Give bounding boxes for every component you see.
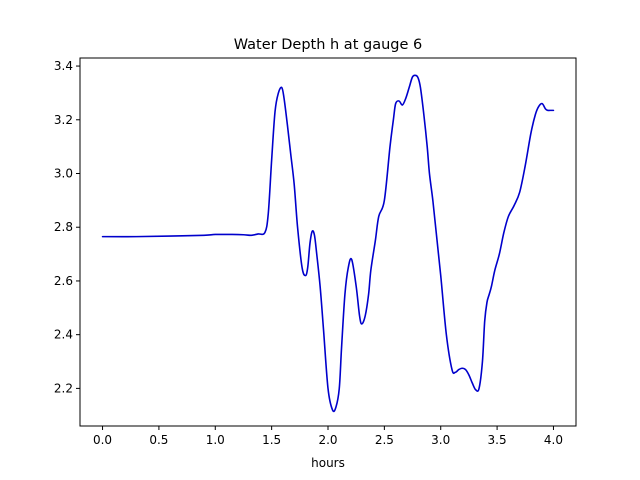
x-tick-label: 2.0 [318, 433, 337, 447]
x-tick-label: 3.0 [431, 433, 450, 447]
y-tick-label: 2.4 [54, 328, 73, 342]
x-axis: 0.0 0.5 1.0 1.5 2.0 2.5 3.0 3.5 4.0 [93, 426, 563, 447]
y-tick-label: 3.2 [54, 113, 73, 127]
chart-title: Water Depth h at gauge 6 [234, 37, 422, 53]
y-tick-label: 2.8 [54, 220, 73, 234]
series-layer [101, 74, 555, 413]
x-tick-label: 3.5 [488, 433, 507, 447]
y-tick-label: 2.2 [54, 381, 73, 395]
y-tick-label: 3.0 [54, 167, 73, 181]
x-tick-label: 0.0 [93, 433, 112, 447]
y-axis: 2.2 2.4 2.6 2.8 3.0 3.2 3.4 [54, 59, 80, 395]
x-tick-label: 1.5 [262, 433, 281, 447]
x-tick-label: 4.0 [544, 433, 563, 447]
y-tick-label: 2.6 [54, 274, 73, 288]
x-axis-label: hours [311, 456, 345, 470]
x-tick-label: 2.5 [375, 433, 394, 447]
x-tick-label: 1.0 [206, 433, 225, 447]
y-tick-label: 3.4 [54, 59, 73, 73]
x-tick-label: 0.5 [149, 433, 168, 447]
plot-area: 0.0 0.5 1.0 1.5 2.0 2.5 3.0 3.5 4.0 2.2 2.4 2.6 2.8… [54, 57, 577, 447]
series-line-0 [101, 74, 555, 413]
